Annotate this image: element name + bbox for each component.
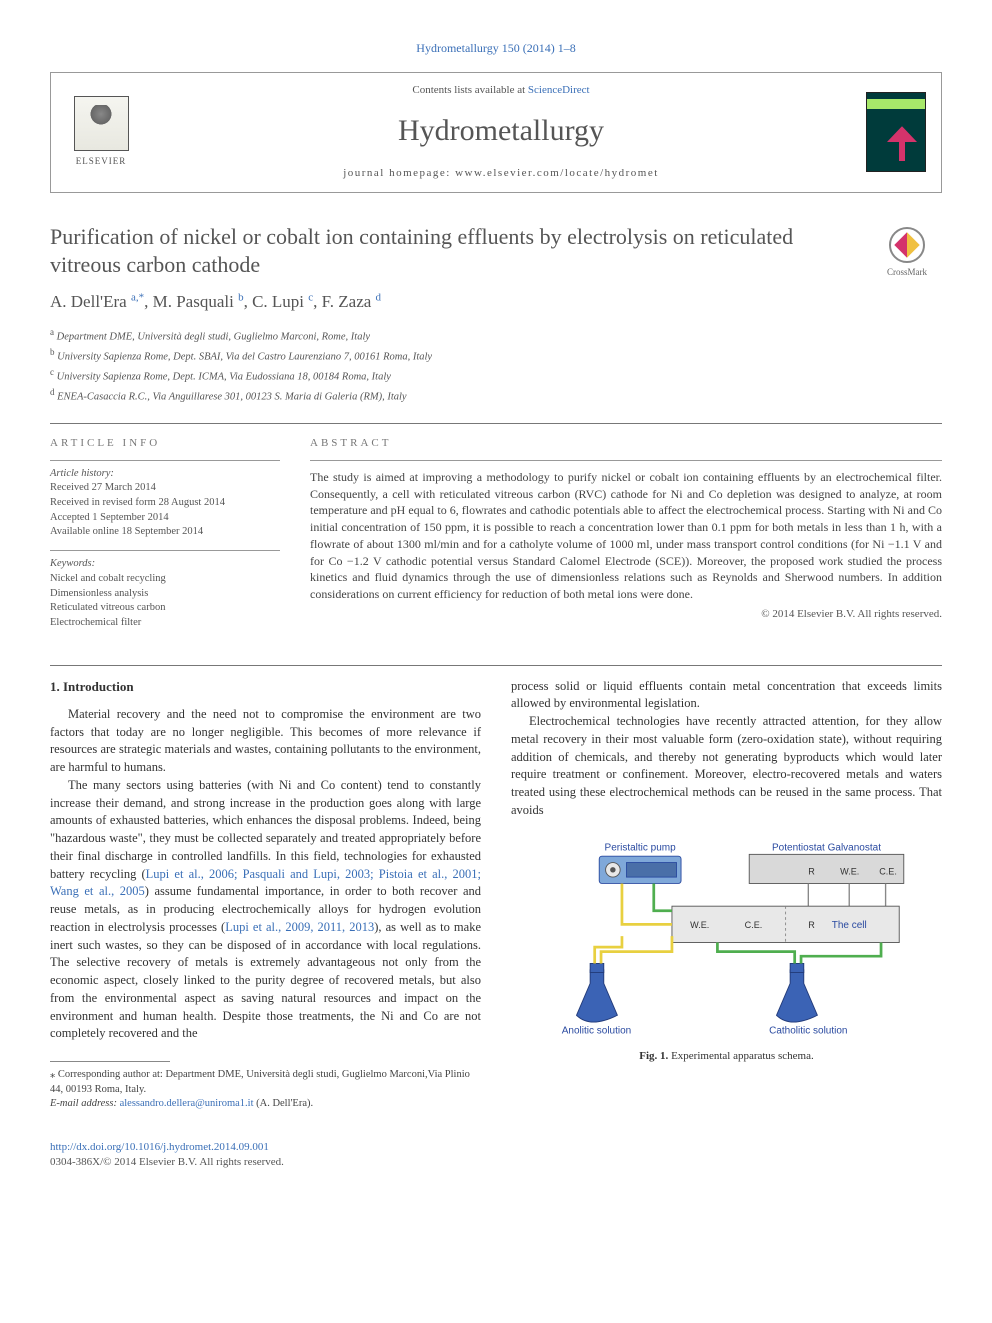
crossmark-icon [889,227,925,263]
citation-2[interactable]: Lupi et al., 2009, 2011, 2013 [225,920,374,934]
article-info-col: article info Article history: Received 2… [50,436,280,640]
author-0: A. Dell'Era a,* [50,292,144,311]
svg-text:Potentiostat Galvanostat: Potentiostat Galvanostat [772,842,881,853]
svg-text:R: R [808,866,815,876]
abstract-col: abstract The study is aimed at improving… [310,436,942,640]
svg-text:R: R [808,920,815,930]
header-center: Contents lists available at ScienceDirec… [136,83,866,182]
abstract-copyright: © 2014 Elsevier B.V. All rights reserved… [310,607,942,622]
article-info-heading: article info [50,436,280,451]
page-footer: http://dx.doi.org/10.1016/j.hydromet.201… [50,1140,942,1171]
affiliation-d: d ENEA-Casaccia R.C., Via Anguillarese 3… [50,386,942,405]
elsevier-text: ELSEVIER [76,155,127,168]
affiliations: a Department DME, Università degli studi… [50,326,942,406]
figure-1: Peristaltic pump Potentiostat Galvanosta… [511,838,942,1065]
intro-p2: The many sectors using batteries (with N… [50,777,481,1043]
svg-text:W.E.: W.E. [840,866,859,876]
footnotes: ⁎ Corresponding author at: Department DM… [50,1068,481,1112]
crossmark-badge[interactable]: CrossMark [872,227,942,279]
journal-reference: Hydrometallurgy 150 (2014) 1–8 [50,40,942,57]
svg-text:W.E.: W.E. [690,920,709,930]
footnote-separator [50,1061,170,1062]
elsevier-logo: ELSEVIER [66,92,136,172]
keywords-block: Keywords: Nickel and cobalt recycling Di… [50,557,280,630]
intro-p3: process solid or liquid effluents contai… [511,678,942,714]
intro-p1: Material recovery and the need not to co… [50,706,481,777]
elsevier-tree-icon [74,96,129,151]
abstract-text: The study is aimed at improving a method… [310,469,942,603]
body-text-right: process solid or liquid effluents contai… [511,678,942,820]
abstract-heading: abstract [310,436,942,451]
svg-text:Anolitic solution: Anolitic solution [562,1025,631,1036]
svg-text:Peristaltic pump: Peristaltic pump [605,842,677,853]
separator [50,423,942,424]
affiliation-a: a Department DME, Università degli studi… [50,326,942,345]
author-1: M. Pasquali b [153,292,244,311]
sciencedirect-link[interactable]: ScienceDirect [528,84,590,96]
journal-ref-link[interactable]: Hydrometallurgy 150 (2014) 1–8 [416,41,575,55]
issn-copyright: 0304-386X/© 2014 Elsevier B.V. All right… [50,1155,942,1170]
journal-cover-thumbnail [866,92,926,172]
left-column: 1. Introduction Material recovery and th… [50,678,481,1113]
doi-link[interactable]: http://dx.doi.org/10.1016/j.hydromet.201… [50,1141,269,1153]
article-title: Purification of nickel or cobalt ion con… [50,223,850,280]
intro-p4: Electrochemical technologies have recent… [511,713,942,820]
section-1-heading: 1. Introduction [50,678,481,696]
affiliation-c: c University Sapienza Rome, Dept. ICMA, … [50,366,942,385]
author-email-link[interactable]: alessandro.dellera@uniroma1.it [120,1098,254,1109]
info-abstract-row: article info Article history: Received 2… [50,436,942,640]
homepage-line: journal homepage: www.elsevier.com/locat… [136,166,866,181]
body-two-columns: 1. Introduction Material recovery and th… [50,678,942,1113]
svg-text:C.E.: C.E. [745,920,763,930]
affiliation-b: b University Sapienza Rome, Dept. SBAI, … [50,346,942,365]
email-line: E-mail address: alessandro.dellera@uniro… [50,1097,481,1112]
corresponding-author-note: ⁎ Corresponding author at: Department DM… [50,1068,481,1097]
figure-1-caption: Fig. 1. Experimental apparatus schema. [511,1049,942,1064]
journal-title: Hydrometallurgy [136,110,866,152]
separator [50,665,942,666]
authors-line: A. Dell'Era a,*, M. Pasquali b, C. Lupi … [50,290,942,314]
journal-header-box: ELSEVIER Contents lists available at Sci… [50,72,942,193]
svg-text:The cell: The cell [832,920,867,931]
body-text-left: Material recovery and the need not to co… [50,706,481,1043]
contents-line: Contents lists available at ScienceDirec… [136,83,866,98]
author-3: F. Zaza d [322,292,381,311]
homepage-url: www.elsevier.com/locate/hydromet [455,167,659,179]
svg-text:Catholitic solution: Catholitic solution [769,1025,847,1036]
svg-text:C.E.: C.E. [879,866,897,876]
figure-1-diagram: Peristaltic pump Potentiostat Galvanosta… [511,838,942,1038]
author-2: C. Lupi c [252,292,313,311]
article-history: Article history: Received 27 March 2014 … [50,467,280,540]
right-column: process solid or liquid effluents contai… [511,678,942,1113]
